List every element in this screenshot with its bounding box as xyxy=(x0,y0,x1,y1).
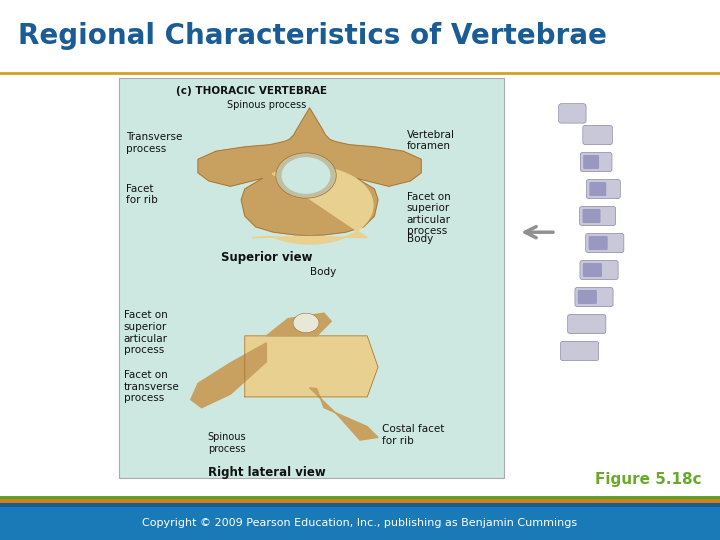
FancyBboxPatch shape xyxy=(583,155,599,169)
FancyBboxPatch shape xyxy=(586,233,624,253)
Text: Superior view: Superior view xyxy=(220,251,312,264)
Text: Figure 5.18c: Figure 5.18c xyxy=(595,472,702,487)
FancyBboxPatch shape xyxy=(583,263,602,277)
FancyBboxPatch shape xyxy=(559,104,586,123)
Text: Costal facet
for rib: Costal facet for rib xyxy=(382,424,444,446)
FancyBboxPatch shape xyxy=(0,507,720,540)
Text: Body: Body xyxy=(407,234,433,245)
FancyBboxPatch shape xyxy=(560,341,599,361)
Polygon shape xyxy=(252,166,373,244)
Text: Spinous
process: Spinous process xyxy=(207,432,246,454)
Circle shape xyxy=(293,313,319,333)
Polygon shape xyxy=(266,313,331,336)
Text: Facet on
transverse
process: Facet on transverse process xyxy=(124,370,179,403)
Polygon shape xyxy=(198,108,421,235)
Text: Vertebral
foramen: Vertebral foramen xyxy=(407,130,455,151)
FancyBboxPatch shape xyxy=(0,495,720,499)
FancyBboxPatch shape xyxy=(590,182,606,196)
FancyBboxPatch shape xyxy=(587,179,621,199)
FancyBboxPatch shape xyxy=(575,287,613,307)
Text: Facet
for rib: Facet for rib xyxy=(126,184,158,205)
FancyBboxPatch shape xyxy=(583,125,612,145)
Text: Facet on
superior
articular
process: Facet on superior articular process xyxy=(124,310,168,355)
Text: Transverse
process: Transverse process xyxy=(126,132,182,154)
FancyBboxPatch shape xyxy=(582,209,600,223)
Text: Spinous process: Spinous process xyxy=(227,100,306,110)
FancyBboxPatch shape xyxy=(0,503,720,507)
FancyBboxPatch shape xyxy=(580,152,612,172)
Polygon shape xyxy=(245,336,378,397)
Text: Body: Body xyxy=(310,267,336,278)
Circle shape xyxy=(282,157,330,194)
FancyBboxPatch shape xyxy=(580,206,616,226)
FancyBboxPatch shape xyxy=(119,78,504,478)
Text: Right lateral view: Right lateral view xyxy=(207,466,325,479)
FancyBboxPatch shape xyxy=(580,260,618,280)
Text: Regional Characteristics of Vertebrae: Regional Characteristics of Vertebrae xyxy=(18,22,607,50)
FancyBboxPatch shape xyxy=(589,236,608,250)
FancyBboxPatch shape xyxy=(568,314,606,334)
Polygon shape xyxy=(310,388,378,440)
Text: (c) THORACIC VERTEBRAE: (c) THORACIC VERTEBRAE xyxy=(176,86,328,97)
Text: Copyright © 2009 Pearson Education, Inc., publishing as Benjamin Cummings: Copyright © 2009 Pearson Education, Inc.… xyxy=(143,518,577,528)
Circle shape xyxy=(276,153,336,198)
FancyBboxPatch shape xyxy=(0,499,720,503)
Polygon shape xyxy=(191,343,266,408)
FancyArrowPatch shape xyxy=(525,227,553,238)
FancyBboxPatch shape xyxy=(577,290,597,304)
Text: Facet on
superior
articular
process: Facet on superior articular process xyxy=(407,192,451,237)
